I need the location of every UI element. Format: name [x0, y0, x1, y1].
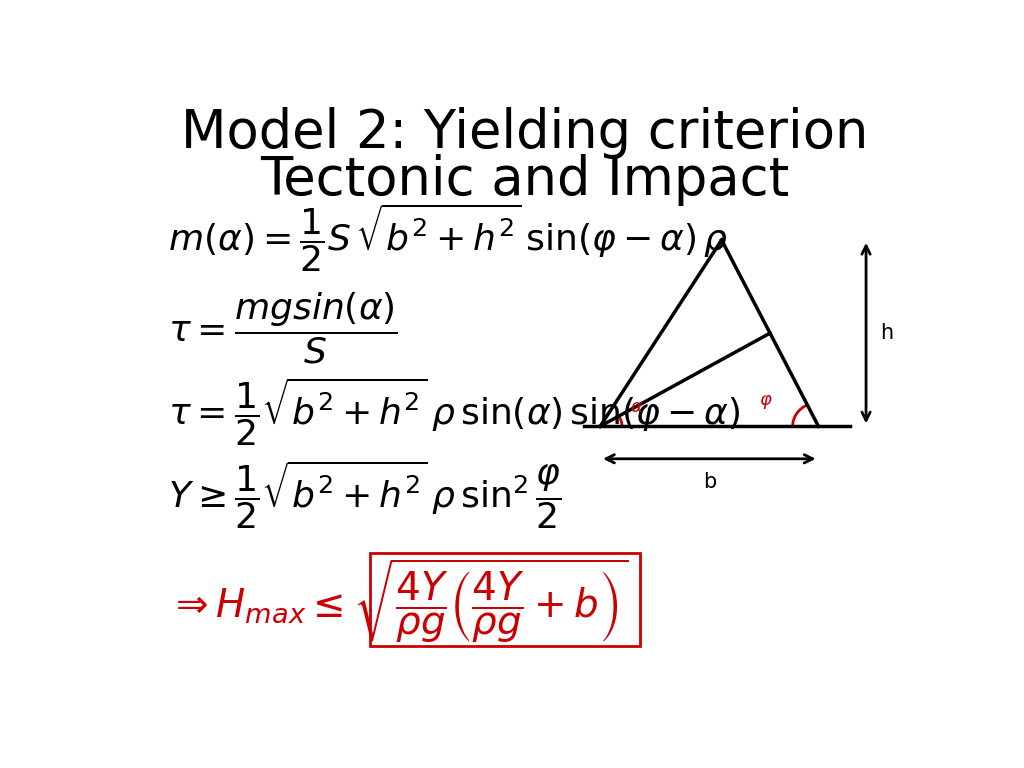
- Text: $\tau = \dfrac{mgsin(\alpha)}{S}$: $\tau = \dfrac{mgsin(\alpha)}{S}$: [168, 291, 397, 366]
- Text: b: b: [702, 472, 716, 492]
- Text: Tectonic and Impact: Tectonic and Impact: [260, 154, 790, 207]
- Text: Model 2: Yielding criterion: Model 2: Yielding criterion: [181, 107, 868, 159]
- Text: $\varphi$: $\varphi$: [759, 393, 772, 412]
- Text: $m(\alpha) = \dfrac{1}{2}S\,\sqrt{b^2+h^2}\,\sin(\varphi-\alpha)\,\rho$: $m(\alpha) = \dfrac{1}{2}S\,\sqrt{b^2+h^…: [168, 200, 728, 273]
- Text: $\Rightarrow H_{max} \leq \sqrt{\dfrac{4Y}{\rho g}\left(\dfrac{4Y}{\rho g}+b\rig: $\Rightarrow H_{max} \leq \sqrt{\dfrac{4…: [168, 556, 628, 645]
- Text: $\alpha$: $\alpha$: [631, 398, 644, 415]
- Text: $\tau = \dfrac{1}{2}\sqrt{b^2+h^2}\,\rho\,\sin(\alpha)\,\sin(\varphi-\alpha)$: $\tau = \dfrac{1}{2}\sqrt{b^2+h^2}\,\rho…: [168, 375, 740, 448]
- Text: h: h: [881, 323, 894, 343]
- Text: $Y \geq \dfrac{1}{2}\sqrt{b^2+h^2}\,\rho\,\sin^2\dfrac{\varphi}{2}$: $Y \geq \dfrac{1}{2}\sqrt{b^2+h^2}\,\rho…: [168, 458, 561, 531]
